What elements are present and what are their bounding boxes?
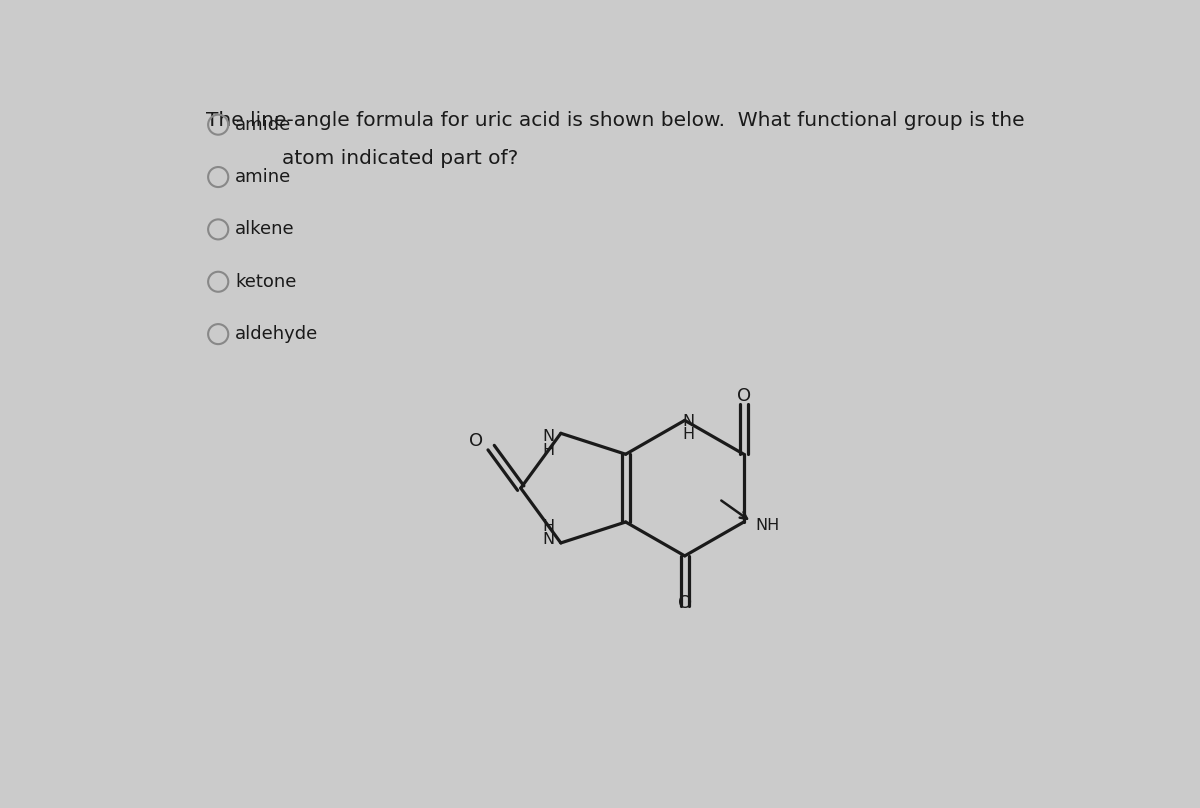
Text: ketone: ketone xyxy=(235,273,296,291)
Text: alkene: alkene xyxy=(235,221,295,238)
Text: N
H: N H xyxy=(542,429,554,457)
Text: H
N: H N xyxy=(542,519,554,547)
Text: atom indicated part of?: atom indicated part of? xyxy=(282,149,518,168)
Text: O: O xyxy=(468,432,482,450)
Text: O: O xyxy=(737,388,751,406)
Text: O: O xyxy=(678,594,692,612)
Text: amine: amine xyxy=(235,168,292,186)
Text: NH: NH xyxy=(756,519,780,533)
Text: aldehyde: aldehyde xyxy=(235,325,318,343)
Text: amide: amide xyxy=(235,116,292,133)
Text: N
H: N H xyxy=(683,415,695,443)
Text: The line-angle formula for uric acid is shown below.  What functional group is t: The line-angle formula for uric acid is … xyxy=(205,111,1025,130)
